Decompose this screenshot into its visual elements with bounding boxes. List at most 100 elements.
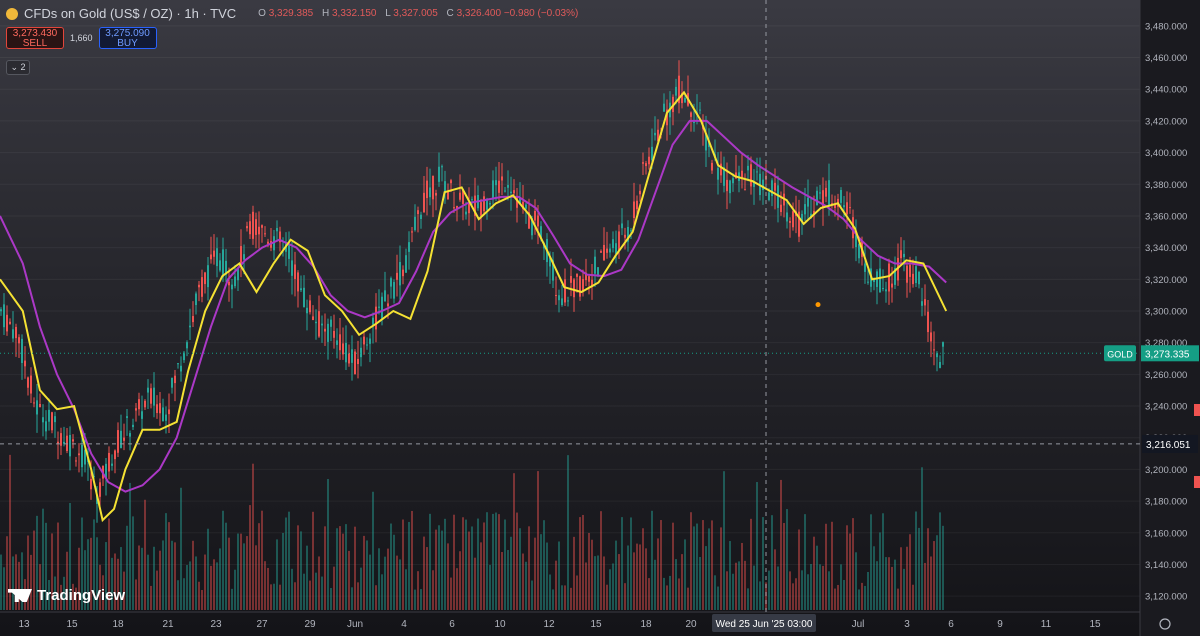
volume-bar bbox=[615, 540, 617, 610]
candle-body bbox=[99, 482, 101, 497]
tradingview-logo[interactable]: TradingView bbox=[8, 587, 125, 604]
candle-body bbox=[879, 268, 881, 293]
candle-body bbox=[93, 476, 95, 478]
volume-bar bbox=[255, 545, 257, 610]
volume-bar bbox=[261, 510, 263, 610]
volume-bar bbox=[441, 530, 443, 610]
volume-bar bbox=[831, 521, 833, 610]
volume-bar bbox=[498, 514, 500, 610]
candle-body bbox=[306, 307, 308, 314]
volume-bar bbox=[351, 587, 353, 610]
volume-bar bbox=[861, 582, 863, 610]
close-value: 3,326.400 bbox=[456, 8, 502, 19]
volume-bar bbox=[153, 546, 155, 610]
volume-bar bbox=[582, 514, 584, 610]
volume-bar bbox=[591, 539, 593, 610]
volume-bar bbox=[900, 547, 902, 610]
price-tick-label: 3,420.000 bbox=[1145, 116, 1187, 127]
candle-body bbox=[744, 189, 746, 191]
candle-body bbox=[411, 231, 413, 233]
candle-body bbox=[579, 276, 581, 297]
sell-button[interactable]: 3,273.430 SELL bbox=[6, 27, 64, 49]
candle-body bbox=[705, 133, 707, 151]
price-tick-label: 3,140.000 bbox=[1145, 560, 1187, 571]
candle-body bbox=[240, 246, 242, 265]
volume-bar bbox=[375, 585, 377, 610]
volume-bar bbox=[777, 566, 779, 610]
candle-body bbox=[750, 164, 752, 187]
volume-bar bbox=[168, 522, 170, 610]
candle-body bbox=[126, 416, 128, 418]
volume-bar bbox=[699, 556, 701, 610]
candle-body bbox=[348, 352, 350, 364]
candle-body bbox=[324, 328, 326, 332]
volume-bar bbox=[138, 545, 140, 610]
candle-body bbox=[651, 146, 653, 161]
candle-body bbox=[54, 416, 56, 423]
time-tick-label: 23 bbox=[210, 619, 222, 630]
candle-body bbox=[414, 216, 416, 231]
volume-bar bbox=[237, 533, 239, 610]
price-tick-label: 3,400.000 bbox=[1145, 148, 1187, 159]
candle-body bbox=[621, 223, 623, 229]
candle-body bbox=[111, 463, 113, 466]
volume-bar bbox=[6, 536, 8, 610]
volume-bar bbox=[147, 554, 149, 610]
volume-bar bbox=[420, 589, 422, 610]
candle-body bbox=[717, 167, 719, 180]
volume-bar bbox=[540, 534, 542, 610]
volume-bar bbox=[750, 518, 752, 610]
volume-bar bbox=[921, 467, 923, 610]
buy-button[interactable]: 3,275.090 BUY bbox=[98, 27, 157, 49]
candle-body bbox=[450, 180, 452, 184]
candle-body bbox=[51, 412, 53, 431]
volume-bar bbox=[636, 543, 638, 610]
volume-bar bbox=[642, 528, 644, 610]
candle-body bbox=[243, 254, 245, 260]
volume-bar bbox=[705, 546, 707, 610]
candle-body bbox=[789, 220, 791, 223]
candle-body bbox=[42, 417, 44, 423]
candle-body bbox=[801, 213, 803, 223]
price-tick-label: 3,380.000 bbox=[1145, 180, 1187, 191]
price-axis[interactable]: 3,120.000 3,140.000 3,160.000 3,180.000 3,20… bbox=[1139, 0, 1200, 636]
slow-moving-average-line bbox=[0, 119, 947, 493]
price-tick-label: 3,440.000 bbox=[1145, 85, 1187, 96]
volume-bar bbox=[654, 559, 656, 610]
volume-bar bbox=[243, 543, 245, 610]
volume-bar bbox=[852, 518, 854, 610]
symbol-title[interactable]: CFDs on Gold (US$ / OZ) · 1h · TVC bbox=[24, 6, 237, 21]
candle-body bbox=[561, 298, 563, 306]
candle-body bbox=[612, 239, 614, 249]
volume-bar bbox=[297, 525, 299, 610]
volume-bar bbox=[15, 554, 17, 610]
candle-body bbox=[432, 175, 434, 200]
candle-body bbox=[171, 377, 173, 388]
logo-text: TradingView bbox=[37, 587, 126, 604]
volume-bar bbox=[54, 576, 56, 610]
candle-body bbox=[237, 268, 239, 281]
candle-body bbox=[57, 441, 59, 444]
volume-bar bbox=[504, 519, 506, 610]
candle-body bbox=[555, 295, 557, 297]
volume-bar bbox=[675, 559, 677, 610]
volume-bar bbox=[756, 482, 758, 610]
volume-bar bbox=[120, 547, 122, 610]
volume-bar bbox=[507, 550, 509, 610]
volume-bar bbox=[888, 557, 890, 610]
volume-bar bbox=[51, 533, 53, 610]
candle-body bbox=[192, 316, 194, 323]
candle-body bbox=[444, 181, 446, 194]
indicators-toggle-button[interactable]: ⌄ 2 bbox=[6, 60, 30, 75]
volume-bar bbox=[228, 537, 230, 610]
volume-bar bbox=[9, 454, 11, 610]
time-axis[interactable]: 13 15 18 21 23 27 29 Jun 4 6 10 12 15 18 20 Jul 3 6 9 11 15 W… bbox=[0, 611, 1171, 632]
price-tick-label: 3,320.000 bbox=[1145, 275, 1187, 286]
volume-bar bbox=[462, 517, 464, 610]
price-axis-background bbox=[1140, 0, 1200, 636]
candle-body bbox=[819, 192, 821, 194]
candle-body bbox=[939, 362, 941, 368]
candle-body bbox=[462, 189, 464, 204]
price-tick-label: 3,240.000 bbox=[1145, 402, 1187, 413]
